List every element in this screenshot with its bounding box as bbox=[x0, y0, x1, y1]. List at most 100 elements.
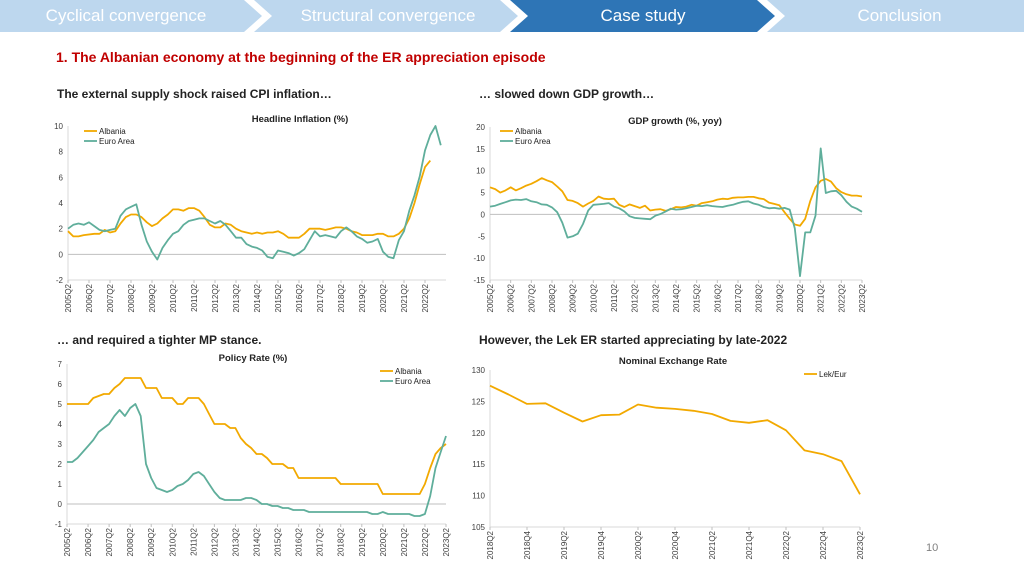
tab-case-study[interactable]: Case study bbox=[600, 6, 686, 25]
page-number: 10 bbox=[926, 542, 939, 554]
inflation-x-tick-label: 2006Q2 bbox=[85, 283, 94, 312]
inflation-x-tick-label: 2022Q2 bbox=[421, 283, 430, 312]
policy-x-tick-label: 2017Q2 bbox=[316, 527, 325, 556]
inflation-x-tick-label: 2018Q2 bbox=[337, 283, 346, 312]
section-navigation: Cyclical convergence Structural converge… bbox=[0, 0, 1024, 32]
policy-x-tick-label: 2021Q2 bbox=[400, 527, 409, 556]
policy-x-tick-label: 2019Q2 bbox=[358, 527, 367, 556]
inflation-y-tick-label: 6 bbox=[59, 173, 64, 182]
policy-x-tick-label: 2023Q2 bbox=[442, 527, 451, 556]
policy-y-tick-label: 5 bbox=[58, 400, 63, 409]
subtitle-inflation: The external supply shock raised CPI inf… bbox=[57, 87, 332, 101]
inflation-y-tick-label: 2 bbox=[59, 225, 64, 234]
policy-x-tick-label: 2018Q2 bbox=[337, 527, 346, 556]
policy-x-tick-label: 2014Q2 bbox=[253, 527, 262, 556]
inflation-x-tick-label: 2007Q2 bbox=[106, 283, 115, 312]
policy-y-tick-label: 7 bbox=[58, 360, 63, 369]
gdp-series-albania bbox=[489, 177, 863, 227]
nav-tab-shape-case-study bbox=[510, 0, 775, 32]
inflation-y-tick-label: 8 bbox=[59, 148, 64, 157]
section-title: 1. The Albanian economy at the beginning… bbox=[56, 49, 546, 65]
er-y-tick-label: 125 bbox=[472, 397, 486, 406]
subtitle-er: However, the Lek ER started appreciating… bbox=[479, 333, 788, 347]
er-x-tick-label: 2021Q2 bbox=[708, 530, 717, 559]
gdp-x-tick-label: 2017Q2 bbox=[734, 283, 743, 312]
tab-cyclical-convergence[interactable]: Cyclical convergence bbox=[45, 6, 207, 25]
gdp-title: GDP growth (%, yoy) bbox=[628, 116, 722, 127]
policy-x-tick-label: 2008Q2 bbox=[126, 527, 135, 556]
gdp-x-tick-label: 2014Q2 bbox=[672, 283, 681, 312]
inflation-y-tick-label: -2 bbox=[56, 276, 64, 285]
inflation-x-tick-label: 2013Q2 bbox=[232, 283, 241, 312]
nav-chevron-shapes bbox=[0, 0, 1024, 32]
gdp-y-tick-label: -5 bbox=[478, 232, 486, 241]
inflation-legend-label-albania: Albania bbox=[99, 127, 126, 136]
exchange-rate-chart: Nominal Exchange Rate 105 110 115 120 125 130 2… bbox=[470, 352, 880, 573]
er-x-tick-label: 2021Q4 bbox=[745, 530, 754, 559]
tab-conclusion[interactable]: Conclusion bbox=[857, 6, 942, 25]
policy-y-tick-label: 0 bbox=[58, 500, 63, 509]
er-x-tick-label: 2019Q2 bbox=[560, 530, 569, 559]
inflation-series-euro-area bbox=[67, 125, 442, 261]
gdp-x-tick-label: 2019Q2 bbox=[775, 283, 784, 312]
gdp-chart: GDP growth (%, yoy) -15 -10 -5 0 5 10 15 20 2005Q… bbox=[470, 110, 880, 325]
inflation-x-tick-label: 2010Q2 bbox=[169, 283, 178, 312]
policy-x-tick-label: 2022Q2 bbox=[421, 527, 430, 556]
policy-y-tick-label: 1 bbox=[58, 480, 63, 489]
policy-x-tick-label: 2012Q2 bbox=[210, 527, 219, 556]
gdp-x-tick-label: 2009Q2 bbox=[569, 283, 578, 312]
inflation-y-tick-label: 10 bbox=[54, 122, 63, 131]
subtitle-policy: … and required a tighter MP stance. bbox=[57, 333, 262, 347]
gdp-x-tick-label: 2008Q2 bbox=[548, 283, 557, 312]
tab-structural-convergence[interactable]: Structural convergence bbox=[300, 6, 476, 25]
gdp-y-tick-label: 5 bbox=[481, 189, 486, 198]
er-y-tick-label: 110 bbox=[472, 492, 485, 501]
gdp-x-tick-label: 2016Q2 bbox=[713, 283, 722, 312]
gdp-x-tick-label: 2018Q2 bbox=[755, 283, 764, 312]
policy-x-tick-label: 2013Q2 bbox=[231, 527, 240, 556]
gdp-y-tick-label: 10 bbox=[476, 167, 485, 176]
er-x-tick-label: 2020Q4 bbox=[671, 530, 680, 559]
gdp-x-tick-label: 2020Q2 bbox=[796, 283, 805, 312]
gdp-x-tick-label: 2007Q2 bbox=[527, 283, 536, 312]
policy-x-tick-label: 2007Q2 bbox=[105, 527, 114, 556]
policy-x-tick-label: 2010Q2 bbox=[168, 527, 177, 556]
inflation-y-tick-label: 4 bbox=[59, 199, 64, 208]
er-y-tick-label: 115 bbox=[472, 460, 485, 469]
inflation-x-tick-label: 2021Q2 bbox=[400, 283, 409, 312]
er-x-tick-label: 2020Q2 bbox=[634, 530, 643, 559]
gdp-x-tick-label: 2023Q2 bbox=[858, 283, 867, 312]
policy-y-tick-label: 4 bbox=[58, 420, 63, 429]
inflation-x-tick-label: 2009Q2 bbox=[148, 283, 157, 312]
inflation-x-tick-label: 2016Q2 bbox=[295, 283, 304, 312]
gdp-x-tick-label: 2021Q2 bbox=[817, 283, 826, 312]
inflation-chart-svg: Headline Inflation (%) -2 0 2 4 6 8 10 2005Q2 200… bbox=[54, 114, 446, 312]
policy-rate-chart: Policy Rate (%) -1 0 1 2 3 4 5 6 7 2005Q2 2006Q2 200… bbox=[50, 348, 460, 573]
policy-x-tick-label: 2020Q2 bbox=[379, 527, 388, 556]
er-series-lek-eur bbox=[489, 384, 861, 495]
nav-tab-shape-conclusion bbox=[767, 0, 1024, 32]
gdp-x-tick-label: 2022Q2 bbox=[837, 283, 846, 312]
policy-x-tick-label: 2005Q2 bbox=[63, 527, 72, 556]
inflation-title: Headline Inflation (%) bbox=[252, 114, 349, 125]
policy-legend-label-euro-area: Euro Area bbox=[395, 377, 431, 386]
gdp-chart-svg: GDP growth (%, yoy) -15 -10 -5 0 5 10 15 20 2005Q… bbox=[473, 116, 867, 312]
policy-x-tick-label: 2006Q2 bbox=[84, 527, 93, 556]
gdp-y-tick-label: -10 bbox=[473, 254, 485, 263]
nav-tab-shape-structural bbox=[254, 0, 518, 32]
er-x-tick-label: 2019Q4 bbox=[597, 530, 606, 559]
inflation-x-tick-label: 2011Q2 bbox=[190, 283, 199, 311]
exchange-rate-chart-svg: Nominal Exchange Rate 105 110 115 120 125 130 2… bbox=[472, 356, 865, 559]
policy-legend-label-albania: Albania bbox=[395, 367, 422, 376]
er-title: Nominal Exchange Rate bbox=[619, 356, 727, 367]
inflation-chart: Headline Inflation (%) -2 0 2 4 6 8 10 2005Q2 200… bbox=[50, 110, 460, 325]
policy-x-tick-label: 2009Q2 bbox=[147, 527, 156, 556]
inflation-y-tick-label: 0 bbox=[59, 250, 64, 259]
inflation-x-tick-label: 2012Q2 bbox=[211, 283, 220, 312]
er-x-tick-label: 2018Q4 bbox=[523, 530, 532, 559]
gdp-y-tick-label: 20 bbox=[476, 123, 485, 132]
policy-x-tick-label: 2015Q2 bbox=[274, 527, 283, 556]
inflation-x-tick-label: 2005Q2 bbox=[64, 283, 73, 312]
policy-y-tick-label: -1 bbox=[55, 520, 63, 529]
gdp-x-tick-label: 2011Q2 bbox=[610, 283, 619, 311]
